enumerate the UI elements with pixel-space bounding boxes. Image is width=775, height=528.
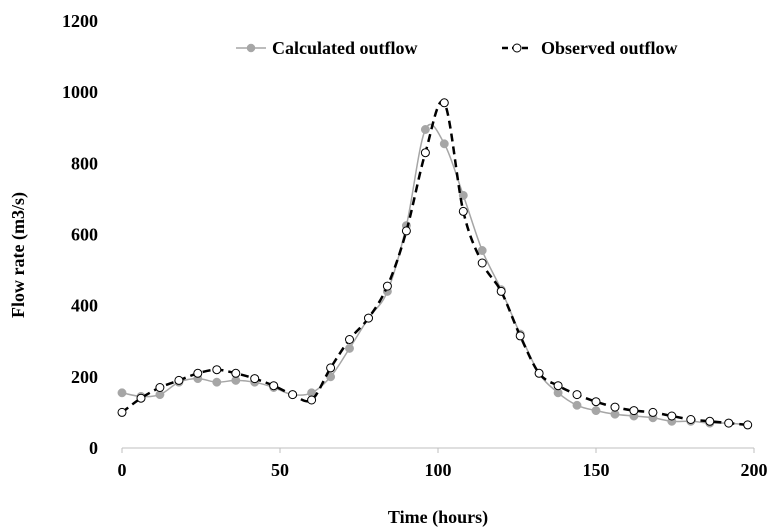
observed-outflow-point	[212, 365, 222, 375]
legend-label-observed-outflow: Observed outflow	[541, 38, 678, 58]
calculated-outflow-point	[439, 139, 449, 149]
y-tick-label: 200	[71, 367, 98, 387]
observed-outflow-point	[136, 393, 146, 403]
observed-outflow-point	[117, 407, 127, 417]
x-axis-title: Time (hours)	[388, 507, 488, 528]
observed-outflow-point	[288, 390, 298, 400]
x-tick-label: 150	[583, 460, 610, 480]
observed-outflow-line	[121, 100, 748, 427]
observed-outflow-point	[477, 258, 487, 268]
x-tick-label: 0	[118, 460, 127, 480]
observed-outflow-point	[364, 313, 373, 323]
observed-outflow-point	[705, 416, 715, 426]
calculated-outflow-point	[326, 372, 336, 382]
calculated-outflow-point	[572, 400, 582, 410]
y-axis-title: Flow rate (m3/s)	[8, 192, 29, 318]
observed-outflow-point	[193, 368, 203, 378]
observed-outflow-point	[515, 331, 525, 341]
legend-marker-observed-outflow	[512, 43, 522, 53]
observed-outflow-point	[250, 374, 260, 384]
y-tick-label: 600	[71, 225, 98, 245]
y-tick-label: 1200	[62, 11, 98, 31]
observed-outflow-point	[648, 407, 658, 417]
calculated-outflow-point	[345, 343, 354, 353]
observed-outflow-point	[724, 418, 734, 428]
observed-outflow-point	[155, 383, 165, 392]
observed-outflow-point	[269, 381, 279, 391]
calculated-outflow-point	[117, 388, 127, 398]
observed-outflow-point	[553, 381, 563, 391]
observed-outflow-point	[231, 368, 241, 378]
observed-outflow-point	[572, 390, 582, 400]
observed-outflow-point	[345, 335, 354, 344]
observed-outflow-point	[610, 402, 620, 412]
y-tick-label: 1000	[62, 82, 98, 102]
calculated-outflow-point	[212, 377, 222, 387]
legend-marker-calculated-outflow	[246, 43, 256, 53]
calculated-outflow-point	[591, 406, 601, 416]
x-tick-label: 50	[271, 460, 289, 480]
observed-outflow-point	[743, 420, 753, 430]
observed-outflow-point	[439, 98, 449, 108]
calculated-outflow-point	[458, 190, 468, 200]
observed-outflow-point	[307, 395, 317, 405]
y-tick-label: 0	[89, 438, 98, 458]
x-tick-label: 100	[425, 460, 452, 480]
observed-outflow-point	[174, 375, 184, 385]
x-tick-label: 200	[741, 460, 768, 480]
observed-outflow-point	[458, 206, 468, 216]
y-tick-label: 400	[71, 296, 98, 316]
observed-outflow-point	[382, 281, 392, 291]
observed-outflow-point	[591, 397, 601, 407]
observed-outflow-point	[420, 148, 430, 158]
observed-outflow-point	[326, 363, 336, 373]
observed-outflow-point	[667, 411, 677, 421]
legend-label-calculated-outflow: Calculated outflow	[272, 38, 418, 58]
observed-outflow-point	[629, 406, 639, 416]
observed-outflow-point	[686, 415, 696, 424]
calculated-outflow-point	[420, 125, 430, 134]
observed-outflow-point	[534, 368, 544, 378]
observed-outflow-point	[401, 226, 411, 236]
observed-outflow-point	[496, 286, 506, 296]
chart-legend: Calculated outflow Observed outflow	[236, 38, 678, 58]
calculated-outflow-point	[477, 246, 487, 255]
y-tick-label: 800	[71, 153, 98, 173]
